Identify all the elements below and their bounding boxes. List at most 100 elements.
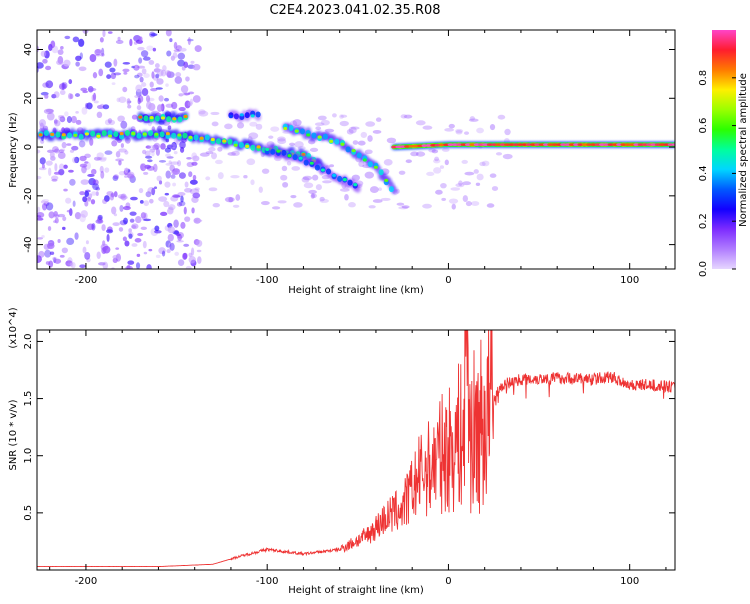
noise-speckle: [40, 139, 45, 144]
noise-speckle: [372, 129, 382, 134]
noise-speckle: [502, 153, 513, 160]
x-tick-label: -200: [75, 275, 98, 286]
noise-speckle: [54, 119, 61, 127]
noise-speckle: [47, 167, 52, 176]
noise-speckle: [172, 194, 180, 198]
colorbar-ticks: 0.0 0.2 0.4 0.6 0.8: [698, 70, 736, 277]
noise-speckle: [104, 195, 110, 202]
noise-speckle: [95, 187, 101, 191]
noise-speckle: [102, 240, 106, 247]
noise-speckle: [198, 109, 206, 115]
noise-speckle: [59, 254, 65, 258]
noise-speckle: [45, 108, 54, 113]
noise-speckle: [100, 170, 105, 179]
noise-speckle: [468, 118, 479, 122]
noise-speckle: [166, 248, 171, 254]
noise-speckle: [172, 168, 180, 173]
noise-speckle: [260, 200, 270, 206]
noise-speckle: [398, 206, 409, 210]
noise-speckle: [104, 150, 113, 155]
noise-speckle: [205, 176, 211, 181]
noise-speckle: [250, 179, 255, 186]
noise-speckle: [192, 95, 201, 103]
noise-speckle: [62, 216, 67, 222]
noise-speckle: [271, 206, 281, 210]
noise-speckle: [158, 95, 164, 102]
noise-speckle: [102, 261, 109, 269]
noise-speckle: [173, 219, 179, 228]
noise-speckle: [401, 205, 410, 209]
noise-speckle: [211, 121, 219, 127]
noise-speckle: [140, 226, 148, 230]
noise-speckle: [80, 87, 88, 92]
noise-speckle: [192, 174, 197, 181]
noise-speckle: [448, 123, 455, 129]
noise-speckle: [396, 202, 405, 206]
noise-speckle: [230, 174, 240, 179]
noise-speckle: [192, 63, 201, 71]
noise-speckle: [198, 110, 209, 117]
noise-speckle: [165, 162, 173, 166]
noise-speckle: [43, 108, 54, 115]
noise-speckle: [119, 204, 124, 212]
noise-speckle: [38, 119, 46, 127]
noise-speckle: [249, 121, 258, 127]
noise-speckle: [475, 182, 481, 186]
noise-speckle: [314, 122, 325, 127]
noise-speckle: [75, 111, 79, 114]
noise-speckle: [340, 114, 348, 118]
noise-speckle: [84, 153, 91, 159]
noise-speckle: [450, 187, 461, 191]
noise-speckle: [131, 114, 138, 120]
noise-speckle: [140, 212, 147, 219]
noise-speckle: [169, 164, 175, 172]
noise-speckle: [167, 125, 172, 130]
x-tick-label: -100: [256, 576, 279, 587]
noise-speckle: [53, 91, 60, 99]
noise-speckle: [43, 243, 50, 250]
noise-speckle: [84, 200, 89, 207]
noise-speckle: [158, 196, 168, 202]
noise-speckle: [69, 149, 75, 153]
noise-speckle: [184, 187, 193, 193]
noise-speckle: [455, 183, 465, 188]
noise-speckle: [61, 141, 67, 149]
noise-speckle: [151, 126, 156, 132]
noise-speckle: [479, 161, 486, 167]
noise-speckle: [489, 123, 496, 131]
snr-series-line: [37, 330, 675, 568]
noise-speckle: [127, 104, 132, 109]
noise-speckle: [45, 160, 53, 166]
noise-speckle: [131, 65, 135, 69]
noise-speckle: [258, 186, 263, 193]
chart-title: C2E4.2023.041.02.35.R08: [269, 3, 440, 18]
noise-speckle: [177, 160, 182, 167]
noise-speckle: [86, 102, 93, 110]
noise-speckle: [48, 260, 54, 268]
noise-speckle: [37, 237, 44, 240]
noise-speckle: [137, 46, 145, 51]
noise-speckle: [157, 68, 164, 77]
noise-speckle: [87, 173, 95, 177]
noise-speckle: [434, 156, 440, 162]
noise-speckle: [92, 179, 99, 186]
noise-speckle: [217, 146, 223, 152]
noise-speckle: [439, 165, 445, 169]
noise-speckle: [170, 174, 176, 179]
noise-speckle: [191, 196, 199, 204]
noise-speckle: [470, 201, 480, 206]
noise-speckle: [56, 59, 64, 66]
noise-speckle: [217, 172, 224, 180]
noise-speckle: [124, 240, 130, 247]
noise-speckle: [163, 200, 170, 208]
noise-speckle: [79, 213, 86, 223]
noise-speckle: [352, 140, 359, 145]
noise-speckle: [57, 213, 66, 218]
noise-speckle: [184, 100, 191, 109]
noise-speckle: [171, 142, 177, 151]
noise-speckle: [122, 206, 131, 211]
noise-speckle: [181, 66, 186, 71]
noise-speckle: [136, 72, 143, 78]
noise-speckle: [123, 71, 128, 75]
noise-speckle: [120, 143, 124, 148]
